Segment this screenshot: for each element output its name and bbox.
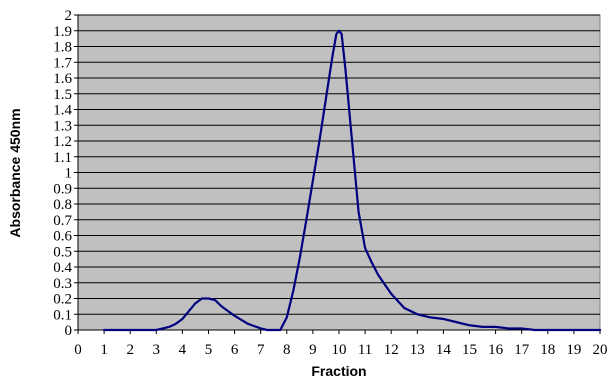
y-tick-label: 0	[65, 323, 73, 339]
x-tick-label: 14	[436, 342, 452, 358]
x-tick-label: 12	[384, 342, 399, 358]
gridlines	[78, 14, 600, 331]
x-tick-label: 13	[410, 342, 425, 358]
x-tick-label: 17	[514, 342, 530, 358]
x-tick-label: 18	[540, 342, 555, 358]
x-tick-label: 1	[100, 342, 108, 358]
y-tick-label: 0.6	[53, 229, 72, 245]
series-line	[102, 29, 602, 332]
axes	[74, 14, 601, 334]
y-tick-label: 1.5	[53, 87, 72, 103]
y-tick-label: 1.7	[53, 55, 72, 71]
x-tick-label: 0	[74, 342, 82, 358]
y-tick-label: 0.5	[53, 244, 72, 260]
x-tick-label: 11	[358, 342, 372, 358]
x-tick-label: 7	[257, 342, 265, 358]
x-tick-label: 3	[153, 342, 161, 358]
y-tick-label: 1.1	[53, 150, 72, 166]
x-tick-label: 2	[126, 342, 134, 358]
y-tick-label: 1.4	[53, 103, 72, 119]
y-tick-label: 0.1	[53, 307, 72, 323]
x-tick-label: 19	[566, 342, 581, 358]
y-tick-label: 2	[65, 8, 73, 24]
x-tick-label: 5	[205, 342, 213, 358]
y-tick-label: 1.6	[53, 71, 72, 87]
y-tick-labels: 00.10.20.30.40.50.60.70.80.911.11.21.31.…	[53, 8, 72, 339]
x-tick-label: 15	[462, 342, 477, 358]
y-tick-label: 0.8	[53, 197, 72, 213]
y-tick-label: 0.3	[53, 276, 72, 292]
y-tick-label: 0.2	[53, 292, 72, 308]
y-tick-label: 1.2	[53, 134, 72, 150]
y-tick-label: 0.7	[53, 213, 72, 229]
series-layer	[102, 29, 602, 332]
x-axis-title: Fraction	[311, 363, 366, 379]
y-tick-label: 1.3	[53, 118, 72, 134]
x-tick-label: 10	[332, 342, 347, 358]
y-axis-title: Absorbance 450nm	[7, 108, 23, 237]
x-tick-label: 4	[179, 342, 187, 358]
x-tick-label: 16	[488, 342, 504, 358]
x-tick-label: 6	[231, 342, 239, 358]
y-tick-label: 0.4	[53, 260, 72, 276]
y-tick-label: 1	[65, 166, 73, 182]
y-tick-label: 0.9	[53, 181, 72, 197]
x-tick-label: 9	[309, 342, 317, 358]
x-tick-labels: 0 1 2 3 4 5 6 7 8 9 10 11 12 13 14 15 16 17 18 19 20	[74, 342, 607, 358]
x-tick-label: 8	[283, 342, 291, 358]
y-tick-label: 1.9	[53, 24, 72, 40]
x-tick-label: 20	[593, 342, 608, 358]
y-tick-label: 1.8	[53, 40, 72, 56]
